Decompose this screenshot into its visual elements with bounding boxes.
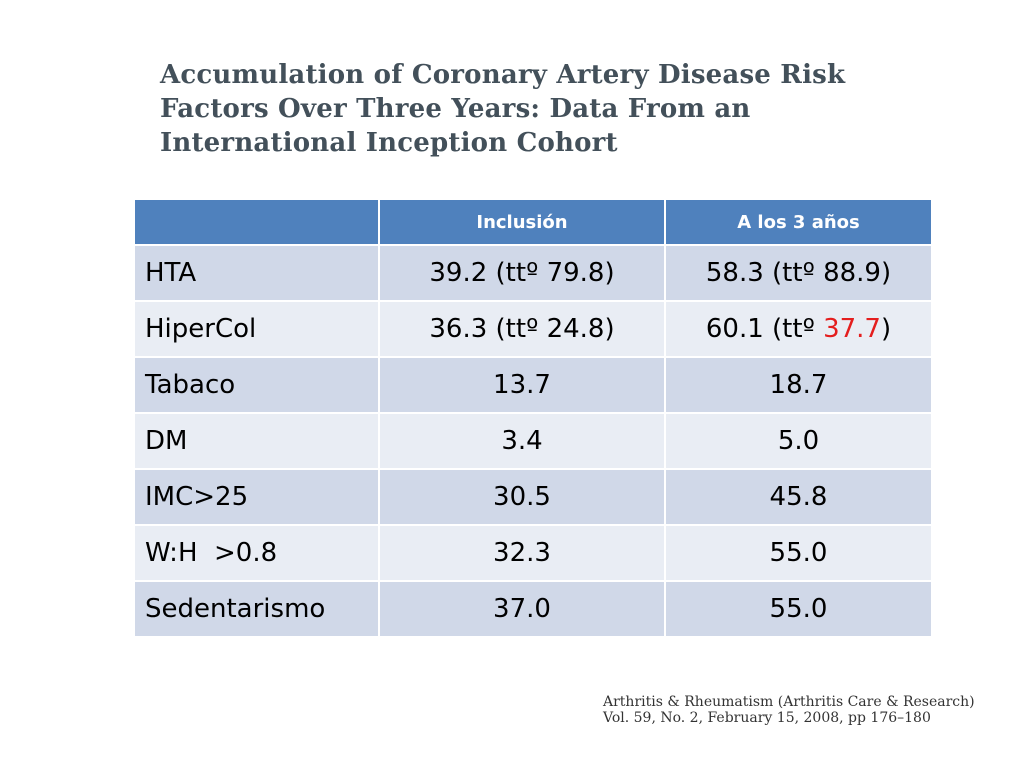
header-empty-cell (133, 198, 380, 246)
table-row-waist-hip: W:H >0.8 32.3 55.0 (133, 524, 933, 582)
inclusion-value: 32.3 (378, 524, 666, 582)
table-row-sedentarismo: Sedentarismo 37.0 55.0 (133, 580, 933, 638)
three-years-value: 55.0 (664, 524, 933, 582)
risk-factor-table-container: Inclusión A los 3 años HTA 39.2 (ttº 79.… (133, 198, 933, 650)
journal-citation: Arthritis & Rheumatism (Arthritis Care &… (603, 694, 1003, 726)
inclusion-value: 3.4 (378, 412, 666, 470)
row-label: DM (133, 412, 380, 470)
title-line-1: Accumulation of Coronary Artery Disease … (160, 60, 846, 90)
risk-factor-table: Inclusión A los 3 años HTA 39.2 (ttº 79.… (133, 198, 933, 638)
three-years-value: 58.3 (ttº 88.9) (664, 244, 933, 302)
inclusion-value: 36.3 (ttº 24.8) (378, 300, 666, 358)
title-line-3: International Inception Cohort (160, 128, 618, 158)
citation-line-1: Arthritis & Rheumatism (Arthritis Care &… (603, 694, 975, 710)
table-row-dm: DM 3.4 5.0 (133, 412, 933, 470)
three-years-value: 55.0 (664, 580, 933, 638)
inclusion-value: 13.7 (378, 356, 666, 414)
three-years-prefix: 60.1 (ttº (705, 314, 824, 344)
three-years-value: 45.8 (664, 468, 933, 526)
table-row-hipercol: HiperCol 36.3 (ttº 24.8) 60.1 (ttº 37.7) (133, 300, 933, 358)
three-years-suffix: ) (880, 314, 892, 344)
row-label: W:H >0.8 (133, 524, 380, 582)
three-years-value: 18.7 (664, 356, 933, 414)
inclusion-value: 30.5 (378, 468, 666, 526)
table-row-imc: IMC>25 30.5 45.8 (133, 468, 933, 526)
table-row-hta: HTA 39.2 (ttº 79.8) 58.3 (ttº 88.9) (133, 244, 933, 302)
inclusion-value: 39.2 (ttº 79.8) (378, 244, 666, 302)
header-inclusion: Inclusión (378, 198, 666, 246)
three-years-value: 5.0 (664, 412, 933, 470)
three-years-value: 60.1 (ttº 37.7) (664, 300, 933, 358)
table-header-row: Inclusión A los 3 años (133, 198, 933, 246)
table-row-tabaco: Tabaco 13.7 18.7 (133, 356, 933, 414)
row-label: HTA (133, 244, 380, 302)
row-label: IMC>25 (133, 468, 380, 526)
highlighted-value: 37.7 (823, 314, 881, 344)
row-label: HiperCol (133, 300, 380, 358)
row-label: Sedentarismo (133, 580, 380, 638)
slide-title: Accumulation of Coronary Artery Disease … (160, 58, 920, 160)
title-line-2: Factors Over Three Years: Data From an (160, 94, 751, 124)
header-three-years: A los 3 años (664, 198, 933, 246)
row-label: Tabaco (133, 356, 380, 414)
inclusion-value: 37.0 (378, 580, 666, 638)
citation-line-2: Vol. 59, No. 2, February 15, 2008, pp 17… (603, 710, 931, 726)
